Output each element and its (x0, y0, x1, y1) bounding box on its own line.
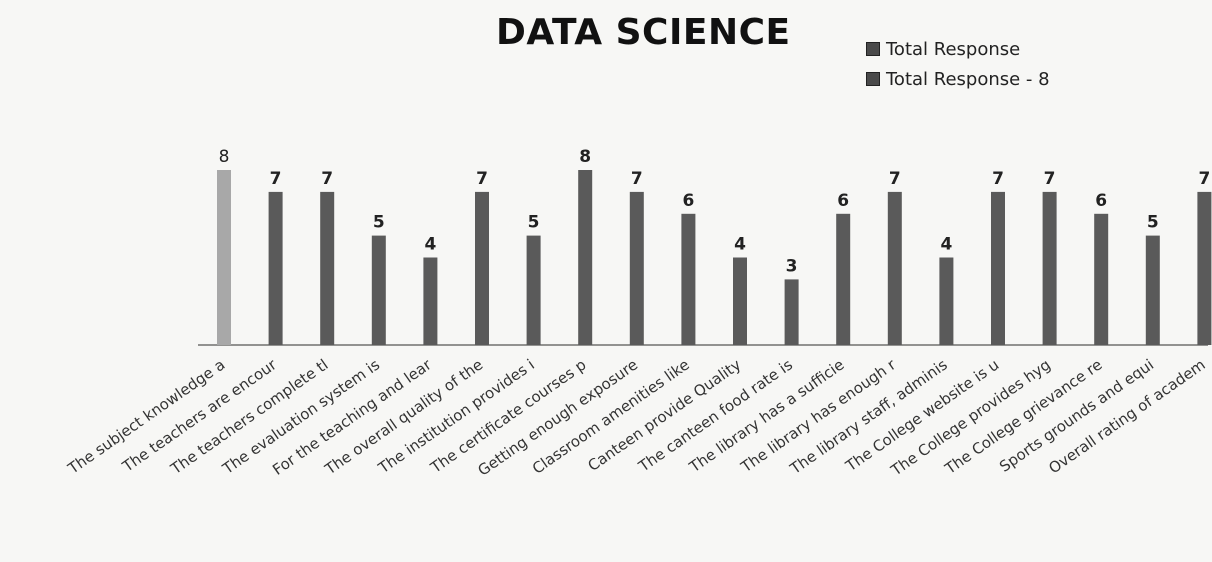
data-label: 7 (270, 169, 282, 189)
data-label: 6 (682, 191, 694, 211)
legend-swatch-2 (866, 72, 880, 86)
data-label: 6 (837, 191, 849, 211)
bar (836, 213, 851, 346)
bar (578, 170, 593, 345)
bar (1094, 213, 1109, 346)
legend-swatch-1 (866, 42, 880, 56)
data-label: 7 (889, 169, 901, 189)
data-label: 7 (321, 169, 333, 189)
data-label: 4 (940, 235, 952, 255)
data-label: 7 (1198, 169, 1210, 189)
data-label: 7 (476, 169, 488, 189)
legend-item-2: Total Response - 8 (866, 64, 1050, 94)
bar (1042, 191, 1057, 345)
data-label: 4 (424, 235, 436, 255)
bar (887, 191, 902, 345)
chart-title: DATA SCIENCE (496, 12, 791, 53)
data-label: 7 (1044, 169, 1056, 189)
data-labels-layer: 8 7 7 5 4 7 5 8 7 6 4 3 6 7 4 7 7 6 5 7 (219, 147, 1211, 276)
bar (784, 279, 799, 345)
legend-item-1: Total Response (866, 34, 1050, 64)
bar (1197, 191, 1212, 345)
data-label: 5 (1147, 213, 1159, 233)
data-label: 7 (992, 169, 1004, 189)
data-label: 7 (631, 169, 643, 189)
bar (475, 191, 489, 345)
bar (526, 235, 541, 345)
bars-layer (217, 170, 1212, 346)
chart-legend: Total Response Total Response - 8 (866, 34, 1050, 94)
data-label: 5 (528, 213, 540, 233)
bar (268, 191, 283, 345)
bar (217, 170, 231, 345)
data-label: 3 (786, 256, 798, 276)
bar (371, 235, 386, 345)
data-label: 8 (219, 147, 230, 167)
bar (939, 257, 954, 345)
bar (681, 213, 696, 346)
bar (1145, 235, 1160, 345)
legend-label-1: Total Response (886, 38, 1021, 60)
bar (991, 191, 1005, 345)
data-label: 8 (579, 147, 591, 167)
data-label: 5 (373, 213, 385, 233)
bar (423, 257, 438, 345)
data-label: 4 (734, 235, 746, 255)
bar (629, 191, 644, 345)
bar (320, 191, 335, 345)
data-label: 6 (1095, 191, 1107, 211)
legend-label-2: Total Response - 8 (886, 68, 1050, 90)
bar (733, 257, 747, 345)
